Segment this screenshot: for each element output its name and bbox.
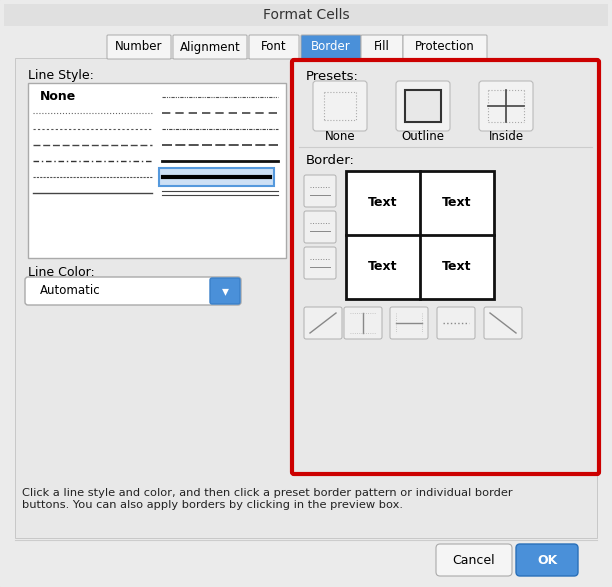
FancyBboxPatch shape (304, 211, 336, 243)
Text: Protection: Protection (415, 41, 475, 53)
FancyBboxPatch shape (107, 35, 171, 59)
Text: Text: Text (368, 197, 398, 210)
Text: Text: Text (442, 261, 472, 274)
Text: Line Style:: Line Style: (28, 69, 94, 82)
Text: Font: Font (261, 41, 287, 53)
Text: Presets:: Presets: (306, 69, 359, 83)
FancyBboxPatch shape (304, 307, 342, 339)
Text: None: None (40, 90, 76, 103)
FancyBboxPatch shape (436, 544, 512, 576)
FancyBboxPatch shape (304, 247, 336, 279)
Text: Border: Border (311, 41, 351, 53)
FancyBboxPatch shape (313, 81, 367, 131)
FancyBboxPatch shape (25, 277, 241, 305)
FancyBboxPatch shape (292, 60, 599, 474)
FancyBboxPatch shape (173, 35, 247, 59)
Text: OK: OK (537, 554, 557, 566)
Text: Fill: Fill (374, 41, 390, 53)
Bar (159, 168, 274, 186)
Text: Line Color:: Line Color: (28, 265, 95, 278)
Text: Border:: Border: (306, 154, 355, 167)
FancyBboxPatch shape (479, 81, 533, 131)
FancyBboxPatch shape (403, 35, 487, 59)
Text: Alignment: Alignment (180, 41, 241, 53)
Text: Text: Text (368, 261, 398, 274)
FancyBboxPatch shape (210, 278, 240, 304)
Text: None: None (325, 130, 356, 143)
FancyBboxPatch shape (361, 35, 403, 59)
Text: Format Cells: Format Cells (263, 8, 349, 22)
FancyBboxPatch shape (396, 81, 450, 131)
Bar (4, 4, 608, 26)
Bar (346, 171, 494, 299)
FancyBboxPatch shape (249, 35, 299, 59)
Text: Automatic: Automatic (40, 285, 100, 298)
Bar (15, 58, 597, 538)
Text: Inside: Inside (488, 130, 523, 143)
FancyBboxPatch shape (484, 307, 522, 339)
Bar (346, 171, 494, 299)
FancyBboxPatch shape (516, 544, 578, 576)
FancyBboxPatch shape (437, 307, 475, 339)
FancyBboxPatch shape (301, 35, 361, 59)
Bar (28, 83, 286, 258)
FancyBboxPatch shape (390, 307, 428, 339)
FancyBboxPatch shape (304, 175, 336, 207)
Text: Outline: Outline (401, 130, 444, 143)
Text: Click a line style and color, and then click a preset border pattern or individu: Click a line style and color, and then c… (22, 488, 513, 510)
Bar (405, 90, 441, 122)
Text: ▾: ▾ (222, 284, 228, 298)
Text: Text: Text (442, 197, 472, 210)
FancyBboxPatch shape (344, 307, 382, 339)
Text: Number: Number (115, 41, 163, 53)
Text: Cancel: Cancel (453, 554, 495, 566)
